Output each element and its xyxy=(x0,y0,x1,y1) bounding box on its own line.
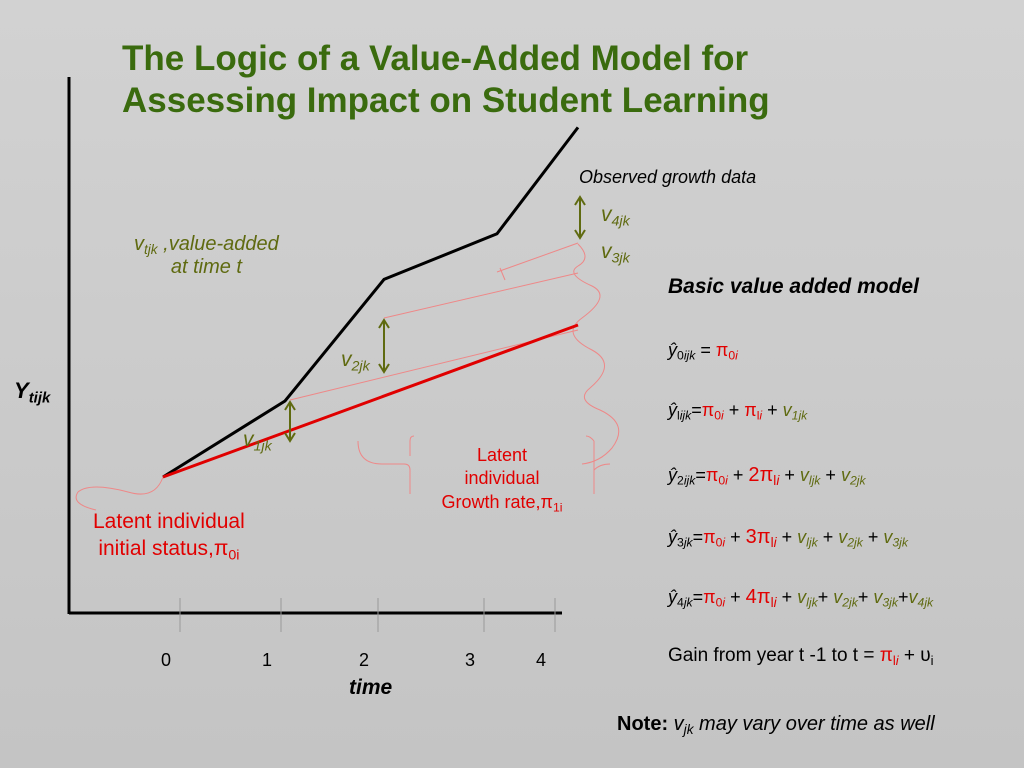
observed-growth-label: Observed growth data xyxy=(579,167,757,187)
initial-status-label: Latent individual initial status,π0i xyxy=(93,510,245,564)
initial-status-bracket xyxy=(75,476,164,511)
value-added-label: vtjk ,value-added at time t xyxy=(134,233,279,278)
x-tick-label-4: 4 xyxy=(536,650,547,670)
observed-growth-line xyxy=(162,126,580,479)
v2-label: v2jk xyxy=(341,348,370,375)
x-tick-label-1: 1 xyxy=(262,650,273,670)
title-line-2: Assessing Impact on Student Learning xyxy=(122,81,770,120)
x-tick-label-3: 3 xyxy=(465,650,476,670)
x-axis-ticks xyxy=(179,598,556,632)
equation-3: ŷ3jk=π0i + 3πli + vljk + v2jk + v3jk xyxy=(668,526,909,551)
latent-growth-line xyxy=(162,323,579,479)
growth-rate-bracket xyxy=(357,435,611,494)
equation-1: ŷlijk=π0i + πli + v1jk xyxy=(668,400,808,423)
value-added-arrow-3 xyxy=(574,195,586,240)
gain-statement: Gain from year t -1 to t = πli + υi xyxy=(668,645,934,668)
slide-title: The Logic of a Value-Added Model for Ass… xyxy=(122,38,770,122)
value-added-arrow-2 xyxy=(378,318,390,374)
y-axis-label: Ytijk xyxy=(14,378,51,407)
note: Note: vjk may vary over time as well xyxy=(617,713,935,738)
value-added-arrows xyxy=(284,195,586,443)
model-heading: Basic value added model xyxy=(668,275,919,298)
v3-label: v3jk xyxy=(601,240,630,267)
value-added-arrow-1 xyxy=(284,400,296,443)
right-curly-bracket xyxy=(572,243,620,465)
title-line-1: The Logic of a Value-Added Model for xyxy=(122,39,749,78)
x-axis-label: time xyxy=(349,676,393,699)
v4-label: v4jk xyxy=(601,203,630,230)
equation-2: ŷ2ijk=π0i + 2πli + vljk + v2jk xyxy=(668,464,866,489)
equation-0: ŷ0ijk = π0i xyxy=(668,340,738,363)
v1-label: v1jk xyxy=(243,428,272,455)
x-tick-label-0: 0 xyxy=(161,650,172,670)
x-tick-label-2: 2 xyxy=(359,650,370,670)
growth-rate-label: Latent individual Growth rate,π1i xyxy=(441,445,563,515)
equation-4: ŷ4jk=π0i + 4πli + vljk+ v2jk+ v3jk+v4jk xyxy=(668,586,934,611)
